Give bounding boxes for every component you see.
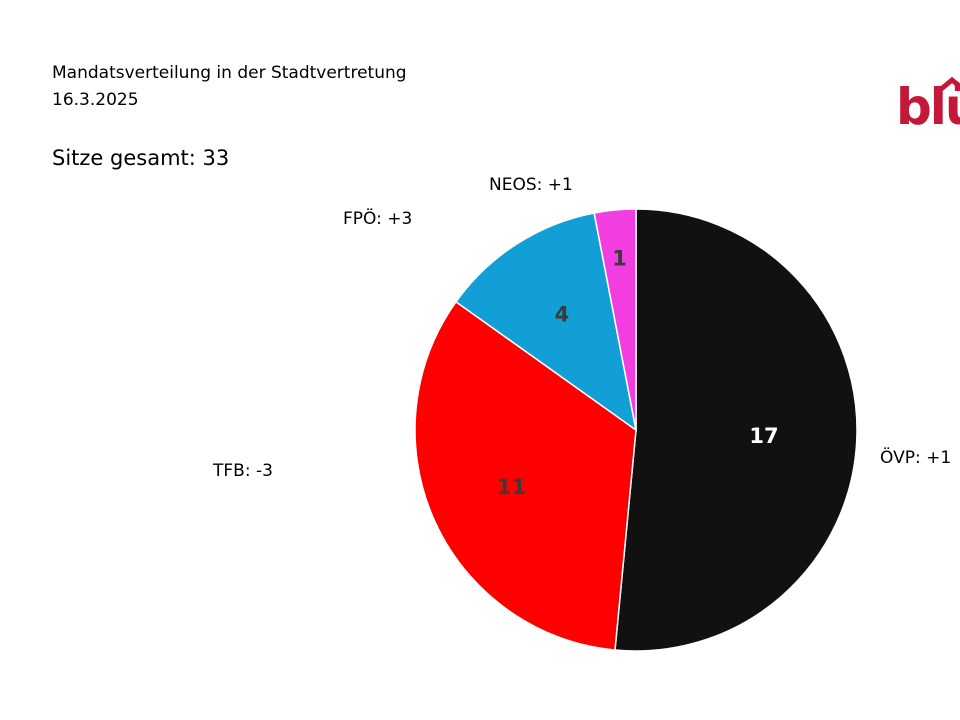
total-seats: Sitze gesamt: 33: [52, 146, 230, 170]
label-tfb: TFB: -3: [213, 461, 273, 481]
label-ovp: ÖVP: +1: [880, 448, 952, 468]
label-fpo: FPÖ: +3: [343, 209, 413, 229]
title-date: 16.3.2025: [52, 90, 139, 110]
value-label-tfb: 11: [497, 475, 526, 499]
pie-slice-fpö: [454, 212, 638, 432]
logo: blü: [896, 78, 960, 136]
value-label-neos: 1: [612, 246, 627, 270]
label-neos: NEOS: +1: [489, 175, 573, 195]
value-label-fpö: 4: [555, 303, 570, 327]
value-label-övp: 17: [749, 424, 778, 448]
pie-slice-tfb: [414, 300, 637, 651]
logo-text: blü: [896, 78, 960, 136]
chart-title: Mandatsverteilung in der Stadtvertretung…: [52, 60, 407, 114]
pie-slice-övp: [614, 208, 858, 652]
pie-slice-neos: [593, 208, 637, 431]
logo-roof-icon: [938, 76, 960, 92]
title-line-1: Mandatsverteilung in der Stadtvertretung: [52, 63, 407, 83]
